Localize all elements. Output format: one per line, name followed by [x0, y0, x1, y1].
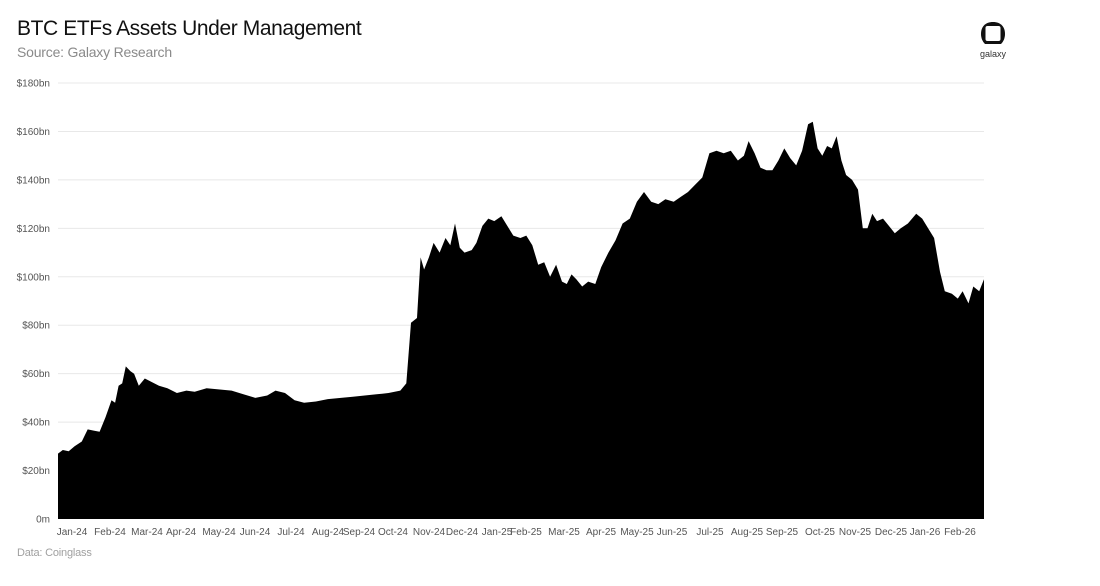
y-tick-label: $120bn [17, 224, 50, 235]
y-tick-label: $160bn [17, 127, 50, 138]
x-axis-ticks: Jan-24 Feb-24 Mar-24 Apr-24 May-24 Jun-24 Jul-… [57, 527, 977, 538]
x-tick-label: Jan-24 [57, 527, 88, 538]
galaxy-logo: galaxy [976, 20, 1010, 59]
x-tick-label: Feb-25 [510, 527, 542, 538]
y-tick-label: $100bn [17, 272, 50, 283]
x-tick-label: Sep-25 [766, 527, 799, 538]
x-tick-label: Jul-25 [696, 527, 724, 538]
y-tick-label: 0m [36, 515, 50, 526]
x-tick-label: Nov-25 [839, 527, 872, 538]
x-tick-label: Jan-25 [482, 527, 513, 538]
chart-title: BTC ETFs Assets Under Management [17, 17, 362, 40]
y-tick-label: $60bn [22, 369, 50, 380]
x-tick-label: Jan-26 [910, 527, 941, 538]
y-axis-ticks: 0m $20bn $40bn $60bn $80bn $100bn $120bn $140bn… [17, 79, 50, 526]
x-tick-label: Mar-25 [548, 527, 580, 538]
x-tick-label: May-25 [620, 527, 654, 538]
aum-area-series [58, 121, 984, 520]
x-tick-label: Nov-24 [413, 527, 446, 538]
x-tick-label: Oct-25 [805, 527, 835, 538]
y-tick-label: $80bn [22, 321, 50, 332]
x-tick-label: May-24 [202, 527, 236, 538]
y-tick-label: $140bn [17, 175, 50, 186]
x-tick-label: Oct-24 [378, 527, 408, 538]
x-tick-label: Sep-24 [343, 527, 376, 538]
chart-subtitle: Source: Galaxy Research [17, 44, 172, 60]
y-tick-label: $180bn [17, 79, 50, 90]
galaxy-logo-icon [981, 22, 1005, 44]
x-tick-label: Mar-24 [131, 527, 163, 538]
x-tick-label: Feb-24 [94, 527, 126, 538]
x-tick-label: Aug-24 [312, 527, 345, 538]
logo-label: galaxy [979, 49, 1006, 59]
x-tick-label: Aug-25 [731, 527, 764, 538]
x-tick-label: Dec-24 [446, 527, 479, 538]
x-tick-label: Jun-24 [240, 527, 271, 538]
x-tick-label: Apr-24 [166, 527, 196, 538]
x-tick-label: Apr-25 [586, 527, 616, 538]
x-tick-label: Jul-24 [277, 527, 305, 538]
data-source-note: Data: Coinglass [17, 547, 92, 559]
y-tick-label: $40bn [22, 418, 50, 429]
y-tick-label: $20bn [22, 466, 50, 477]
x-tick-label: Jun-25 [657, 527, 688, 538]
x-tick-label: Feb-26 [944, 527, 976, 538]
x-tick-label: Dec-25 [875, 527, 908, 538]
